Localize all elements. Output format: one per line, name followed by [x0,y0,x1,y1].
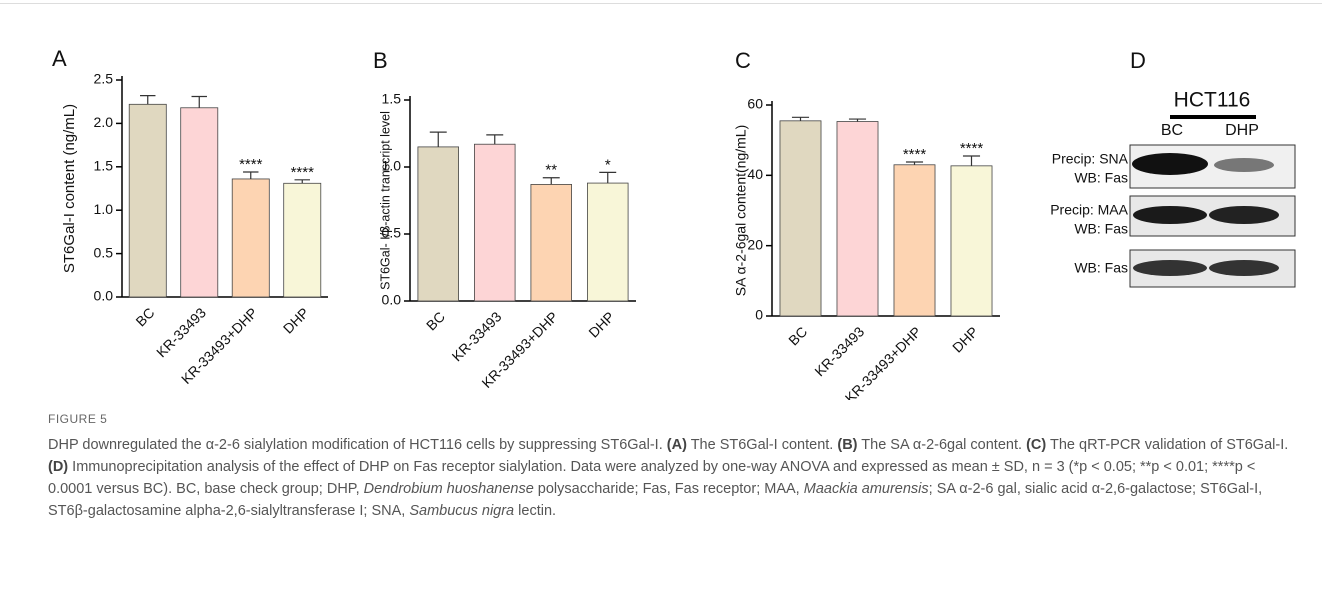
y-tick-label: 20 [747,236,763,252]
caption-text: The qRT-PCR validation of ST6Gal-I. [1050,437,1288,453]
row-label: Precip: MAA [1050,202,1128,218]
bar [129,104,166,297]
error-bar [792,117,809,121]
bar [181,108,218,297]
significance: * [605,156,611,173]
error-bar [963,156,980,166]
bar [837,122,878,316]
x-tick-label: BC [423,308,448,333]
x-tick-label: DHP [280,304,312,336]
y-tick-label: 1.0 [94,201,114,217]
band [1214,158,1274,172]
error-bar [430,132,447,147]
bar [418,147,459,301]
caption-ref: (A) [667,437,687,453]
caption-label: FIGURE 5 [48,408,1298,430]
band [1132,153,1208,175]
lane-label: BC [1161,122,1183,139]
y-tick-label: 0.5 [94,244,114,260]
y-tick-label: 0.0 [382,292,402,308]
error-bar [140,96,155,105]
y-tick-label: 0.5 [382,225,402,241]
bar [951,166,992,316]
caption-species: Sambucus nigra [409,503,514,519]
panel-letter: C [735,48,751,73]
x-tick-label: BC [785,323,810,348]
y-tick-label: 1.5 [382,91,402,107]
bar [284,183,321,297]
bar [232,179,269,297]
caption-species: Maackia amurensis [804,481,929,497]
significance: **** [291,164,315,181]
lane-label: DHP [1225,122,1259,139]
caption: FIGURE 5 DHP downregulated the α-2-6 sia… [48,408,1298,522]
x-tick-label: KR-33493 [449,308,505,364]
y-tick-label: 40 [747,166,763,182]
panel-d: D HCT116 BC DHP Precip: SNA WB: Fas Prec… [1050,48,1295,287]
significance: **** [903,146,927,163]
bar [587,183,628,301]
y-tick-label: 2.5 [94,71,114,87]
lane-bar [1170,115,1256,119]
row-label: WB: Fas [1074,170,1128,186]
significance: **** [960,140,984,157]
panel-letter: A [52,46,67,71]
caption-ref: (C) [1026,437,1046,453]
x-tick-label: BC [132,304,157,329]
caption-ref: (B) [837,437,857,453]
x-tick-label: DHP [585,308,617,340]
y-tick-label: 1.0 [382,158,402,174]
band [1133,260,1207,276]
bar [780,121,821,316]
top-rule [0,3,1322,4]
band [1209,206,1279,224]
bar [531,184,572,301]
page: D HCT116 BC DHP Precip: SNA WB: Fas Prec… [0,0,1322,605]
y-axis-label: ST6Gal- I/β-actin transcript level [378,111,392,290]
y-tick-label: 0 [755,307,763,323]
y-axis-label: ST6Gal-I content (ng/mL) [61,104,78,273]
blot-title: HCT116 [1174,89,1251,112]
error-bar [543,178,560,185]
y-axis-label: SA α-2-6gal content(ng/mL) [733,125,749,297]
x-tick-label: DHP [949,323,981,355]
error-bar [599,172,616,183]
band [1209,260,1279,276]
caption-text: The SA α-2-6gal content. [861,437,1022,453]
caption-text: DHP downregulated the α-2-6 sialylation … [48,437,663,453]
significance: **** [239,156,263,173]
y-tick-label: 2.0 [94,114,114,130]
row-label: WB: Fas [1074,260,1128,276]
caption-text: polysaccharide; Fas, Fas receptor; MAA, [538,481,800,497]
panel-letter: B [373,48,388,73]
band [1133,206,1207,224]
error-bar [192,96,207,107]
y-tick-label: 0.0 [94,288,114,304]
caption-text: lectin. [518,503,556,519]
y-tick-label: 1.5 [94,158,114,174]
y-tick-label: 60 [747,96,763,112]
caption-species: Dendrobium huoshanense [364,481,534,497]
significance: ** [545,162,557,179]
figure: D HCT116 BC DHP Precip: SNA WB: Fas Prec… [0,0,1322,400]
caption-ref: (D) [48,459,68,475]
bar [894,165,935,316]
error-bar [243,172,258,179]
error-bar [486,135,503,144]
x-tick-label: KR-33493 [811,323,867,379]
bar [474,144,515,301]
panel-letter: D [1130,48,1146,73]
caption-text: The ST6Gal-I content. [691,437,834,453]
row-label: WB: Fas [1074,221,1128,237]
row-label: Precip: SNA [1052,151,1129,167]
